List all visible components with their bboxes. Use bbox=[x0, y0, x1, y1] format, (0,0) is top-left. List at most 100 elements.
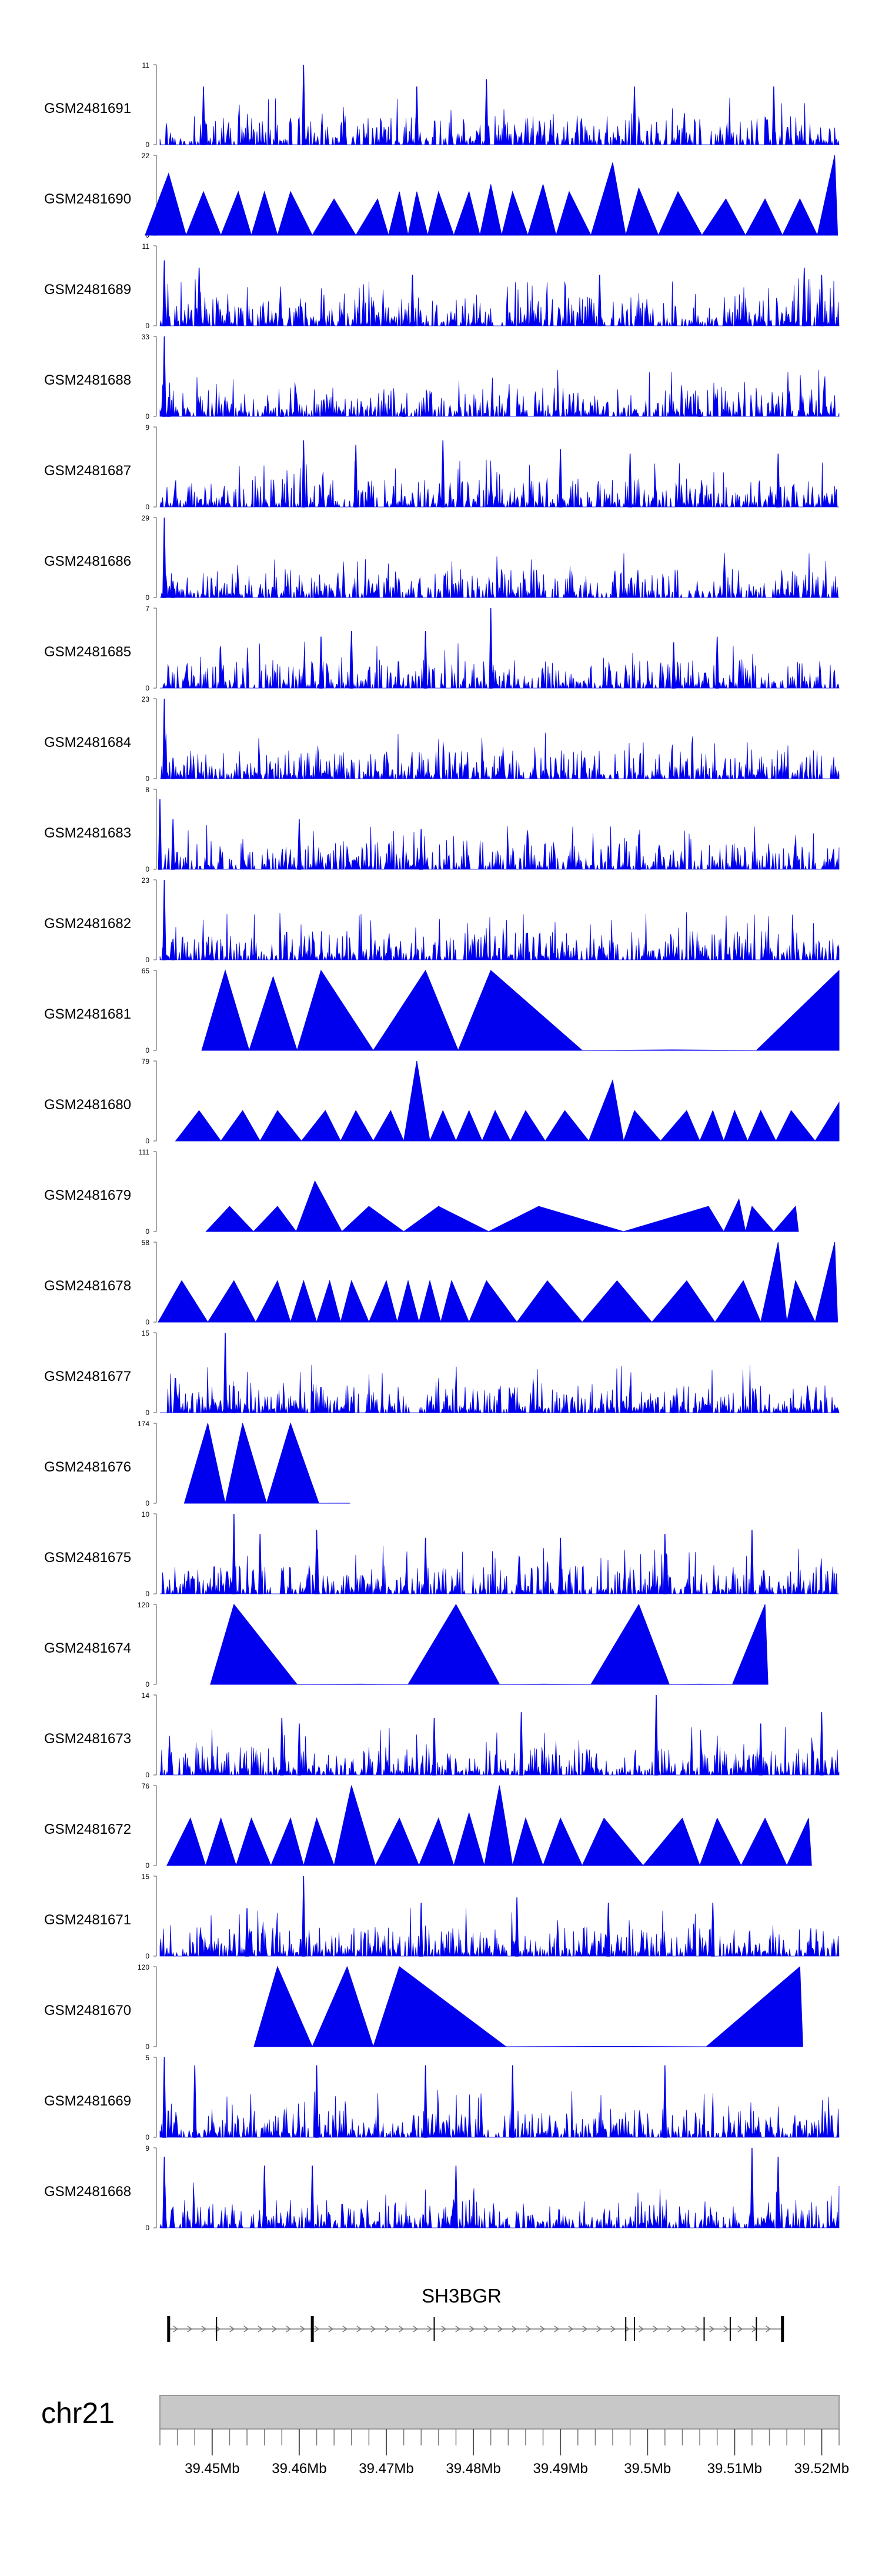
tick-label: 39.47Mb bbox=[359, 2461, 413, 2477]
signal-peak bbox=[297, 819, 302, 870]
track-GSM2481685: GSM2481685 7 0 bbox=[44, 605, 840, 692]
track-label: GSM2481672 bbox=[44, 1821, 131, 1837]
track-label: GSM2481686 bbox=[44, 553, 131, 569]
tick-label: 39.49Mb bbox=[533, 2461, 587, 2477]
signal-peak bbox=[197, 268, 201, 326]
y-max-label: 23 bbox=[142, 876, 150, 885]
signal-peak bbox=[423, 630, 427, 689]
signal-peak bbox=[384, 953, 389, 960]
signal-peak bbox=[250, 191, 278, 236]
strand-arrow bbox=[639, 2325, 644, 2333]
signal-peak bbox=[723, 1198, 746, 1232]
strand-arrow bbox=[540, 2325, 546, 2333]
signal-peak bbox=[423, 1537, 427, 1594]
strand-arrow bbox=[385, 2325, 390, 2333]
y-min-label: 0 bbox=[145, 1046, 149, 1055]
strand-arrow bbox=[512, 2325, 517, 2333]
y-max-label: 11 bbox=[142, 61, 150, 69]
track-GSM2481677: GSM2481677 15 0 bbox=[44, 1329, 840, 1417]
y-max-label: 79 bbox=[142, 1057, 150, 1066]
y-min-label: 0 bbox=[145, 503, 149, 511]
y-max-label: 120 bbox=[138, 1601, 149, 1609]
track-label: GSM2481679 bbox=[44, 1187, 131, 1203]
signal-peak bbox=[759, 1723, 763, 1776]
coverage-area bbox=[159, 1908, 840, 1957]
track-label: GSM2481688 bbox=[44, 372, 131, 388]
track-GSM2481671: GSM2481671 15 0 bbox=[44, 1873, 840, 1960]
track-label: GSM2481675 bbox=[44, 1550, 131, 1566]
signal-peak bbox=[162, 336, 166, 417]
signal-peak bbox=[488, 1206, 624, 1232]
signal-peak bbox=[353, 445, 358, 508]
strand-arrow bbox=[723, 2325, 729, 2333]
strand-arrow bbox=[328, 2325, 334, 2333]
y-min-label: 0 bbox=[145, 322, 149, 330]
y-min-label: 0 bbox=[145, 2043, 149, 2051]
y-max-label: 76 bbox=[142, 1782, 150, 1790]
signal-peak bbox=[349, 1396, 354, 1413]
signal-peak bbox=[166, 396, 171, 417]
signal-peak bbox=[162, 2057, 166, 2138]
signal-peak bbox=[642, 1817, 700, 1866]
track-label: GSM2481683 bbox=[44, 825, 131, 841]
track-GSM2481689: GSM2481689 11 0 bbox=[44, 242, 840, 330]
signal-peak bbox=[210, 949, 215, 960]
y-max-label: 111 bbox=[139, 1148, 150, 1156]
signal-peak bbox=[558, 449, 563, 508]
signal-peak bbox=[440, 440, 445, 508]
tick-label: 39.48Mb bbox=[446, 2461, 500, 2477]
strand-arrow bbox=[526, 2325, 532, 2333]
signal-peak bbox=[701, 198, 746, 236]
signal-peak bbox=[162, 698, 166, 779]
signal-peak bbox=[723, 1109, 749, 1142]
track-GSM2481676: GSM2481676 174 0 bbox=[44, 1420, 350, 1507]
signal-peak bbox=[776, 589, 780, 598]
signal-peak bbox=[628, 453, 632, 508]
strand-arrow bbox=[695, 2325, 701, 2333]
signal-peak bbox=[262, 2165, 266, 2228]
y-min-label: 0 bbox=[145, 593, 149, 602]
signal-peak bbox=[519, 1712, 523, 1776]
y-max-label: 15 bbox=[142, 1329, 150, 1337]
y-max-label: 5 bbox=[145, 2054, 149, 2062]
gene-model: SH3BGR bbox=[167, 2285, 784, 2342]
signal-peak bbox=[479, 184, 502, 236]
strand-arrow bbox=[286, 2325, 292, 2333]
y-max-label: 22 bbox=[142, 152, 150, 160]
signal-peak bbox=[483, 1785, 513, 1866]
signal-peak bbox=[290, 1279, 318, 1323]
y-min-label: 0 bbox=[145, 1409, 149, 1417]
y-min-label: 0 bbox=[145, 684, 149, 692]
signal-peak bbox=[145, 172, 187, 236]
signal-peak bbox=[349, 630, 354, 689]
signal-peak bbox=[201, 86, 206, 145]
signal-peak bbox=[514, 1897, 519, 1957]
coverage-area bbox=[159, 2182, 840, 2228]
coverage-area bbox=[159, 2090, 840, 2138]
signal-peak bbox=[158, 1280, 209, 1323]
track-label: GSM2481669 bbox=[44, 2093, 131, 2109]
signal-peak bbox=[558, 1537, 563, 1594]
track-label: GSM2481685 bbox=[44, 644, 131, 660]
signal-peak bbox=[333, 1785, 376, 1866]
strand-arrow bbox=[582, 2325, 588, 2333]
strand-arrow bbox=[173, 2325, 179, 2333]
signal-peak bbox=[429, 1110, 457, 1142]
track-label: GSM2481689 bbox=[44, 282, 131, 298]
signal-peak bbox=[814, 1242, 838, 1323]
strand-arrow bbox=[596, 2325, 602, 2333]
track-label: GSM2481668 bbox=[44, 2184, 131, 2200]
signal-peak bbox=[802, 268, 807, 326]
track-GSM2481668: GSM2481668 9 0 bbox=[44, 2144, 840, 2232]
gene-name-label: SH3BGR bbox=[422, 2285, 502, 2307]
signal-peak bbox=[253, 1966, 313, 2047]
y-min-label: 0 bbox=[145, 1318, 149, 1326]
track-GSM2481681: GSM2481681 65 0 bbox=[44, 967, 840, 1055]
signal-peak bbox=[232, 1513, 236, 1594]
signal-peak bbox=[781, 198, 818, 236]
signal-peak bbox=[300, 1110, 342, 1142]
strand-arrow bbox=[370, 2325, 376, 2333]
signal-peak bbox=[423, 2065, 427, 2138]
strand-arrow bbox=[399, 2325, 405, 2333]
signal-peak bbox=[814, 1101, 840, 1142]
